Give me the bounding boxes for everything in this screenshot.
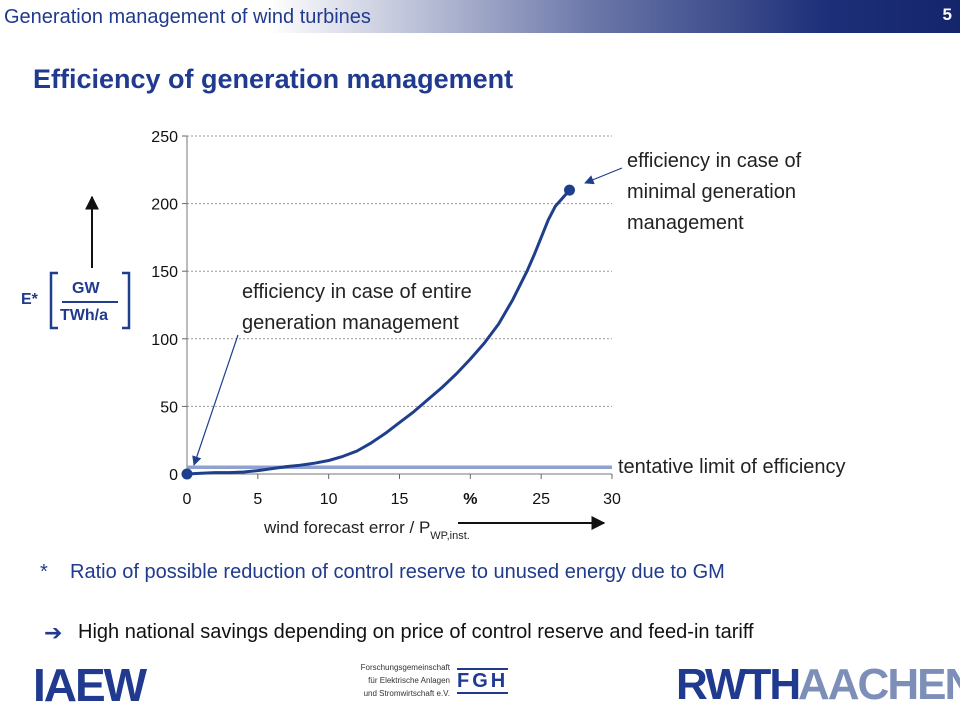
footnote-text: Ratio of possible reduction of control r… (70, 561, 725, 583)
y-unit-bracket-left (49, 271, 58, 330)
y-unit-denominator: TWh/a (60, 307, 108, 324)
header-title: Generation management of wind turbines (4, 6, 371, 28)
annotation-pointer-minimal (584, 167, 623, 185)
annotation-pointer-entire (192, 334, 239, 466)
y-unit-bracket-right (122, 271, 131, 330)
header-band (0, 0, 960, 33)
annotation-entire-gm: efficiency in case of entire generation … (242, 281, 472, 334)
y-tick-label: 250 (151, 129, 178, 146)
page-number: 5 (942, 5, 952, 24)
fgh-logo: FGH (457, 668, 509, 694)
y-unit-numerator: GW (72, 280, 100, 297)
slide-title: Efficiency of generation management (33, 64, 514, 94)
y-tick-label: 0 (169, 467, 178, 484)
x-tick-label: 15 (391, 491, 409, 508)
x-tick-label: 5 (253, 491, 262, 508)
fgh-line: Forschungsgemeinschaft (360, 663, 450, 672)
iaew-logo: IAEW (33, 659, 147, 711)
x-axis-caption-subscript: WP,inst. (430, 530, 470, 542)
fgh-organization-text: Forschungsgemeinschaft für Elektrische A… (300, 661, 450, 700)
highlight-point (564, 184, 575, 196)
fgh-line: für Elektrische Anlagen (368, 676, 450, 685)
x-tick-label: 0 (183, 491, 192, 508)
x-axis-caption-text: wind forecast error / P (264, 518, 431, 537)
conclusion-arrow-icon: ➔ (44, 620, 63, 645)
fgh-line: und Stromwirtschaft e.V. (363, 689, 450, 698)
annotation-minimal-gm: efficiency in case of minimal generation… (627, 150, 802, 234)
x-tick-label: % (463, 491, 477, 508)
y-tick-label: 50 (160, 399, 178, 416)
efficiency-chart: 0 50 100 150 200 250 0 5 10 15% 25 30 (49, 129, 623, 530)
x-axis-caption: wind forecast error / PWP,inst. (264, 518, 470, 542)
y-unit-symbol: E* (21, 291, 38, 308)
aachen-logo: AACHEN (798, 660, 960, 709)
x-tick-label: 30 (603, 491, 621, 508)
efficiency-series-line (185, 188, 571, 476)
rwth-logo: RWTH (676, 660, 801, 709)
x-tick-label: 10 (320, 491, 338, 508)
annotation-efficiency-limit: tentative limit of efficiency (618, 456, 846, 478)
y-tick-label: 150 (151, 264, 178, 281)
footnote-marker: * (40, 561, 48, 583)
conclusion-text: High national savings depending on price… (78, 621, 754, 643)
highlight-point (181, 468, 193, 480)
y-tick-label: 100 (151, 332, 178, 349)
y-tick-label: 200 (151, 197, 178, 214)
x-tick-label: 25 (532, 491, 550, 508)
